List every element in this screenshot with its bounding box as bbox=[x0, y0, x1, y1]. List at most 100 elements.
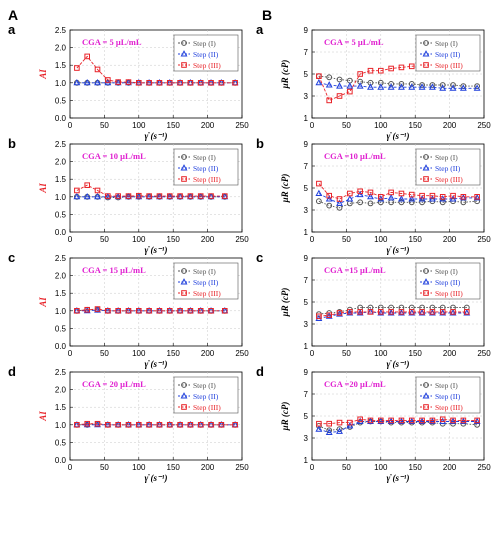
data-point-step-3 bbox=[378, 67, 384, 74]
concentration-annotation: CGA = 10 μL/mL bbox=[82, 151, 146, 161]
data-point-step-3 bbox=[197, 422, 204, 428]
legend: Step (I) Step (II) Step (III) bbox=[415, 34, 481, 72]
x-axis-label: γ̇ (s⁻¹) bbox=[145, 131, 168, 141]
data-point-step-3 bbox=[347, 88, 353, 95]
data-point-step-3 bbox=[105, 77, 111, 83]
data-point-step-3 bbox=[439, 309, 446, 315]
data-point-step-3 bbox=[208, 422, 214, 428]
data-point-step-3 bbox=[156, 193, 163, 199]
data-point-step-2 bbox=[473, 417, 481, 424]
data-point-step-3 bbox=[125, 422, 132, 428]
data-point-step-3 bbox=[105, 193, 111, 199]
series-line-step-3 bbox=[76, 184, 225, 197]
data-point-step-2 bbox=[439, 84, 447, 91]
x-tick-label: 150 bbox=[167, 235, 181, 244]
data-point-step-2 bbox=[94, 78, 101, 86]
data-point-step-1 bbox=[474, 83, 481, 89]
data-point-step-3 bbox=[232, 422, 238, 428]
legend-label-step-1: Step (I) bbox=[435, 267, 458, 276]
data-point-step-3 bbox=[388, 417, 394, 424]
data-point-step-3 bbox=[74, 308, 80, 314]
series-line-step-3 bbox=[318, 183, 478, 200]
data-point-step-3 bbox=[74, 422, 80, 428]
data-point-step-3 bbox=[357, 309, 363, 315]
data-point-step-3 bbox=[460, 417, 467, 424]
data-point-step-3 bbox=[177, 422, 183, 428]
data-point-step-3 bbox=[388, 189, 394, 196]
data-point-step-3 bbox=[218, 80, 225, 86]
legend-label-step-3: Step (III) bbox=[193, 289, 221, 298]
legend-label-step-1: Step (I) bbox=[193, 153, 216, 162]
y-tick-label: 9 bbox=[304, 140, 309, 149]
data-point-step-2 bbox=[459, 417, 467, 424]
legend-label-step-1: Step (I) bbox=[193, 267, 216, 276]
data-point-step-1 bbox=[315, 198, 322, 205]
x-tick-label: 200 bbox=[201, 235, 215, 244]
legend: Step (I) Step (II) Step (III) bbox=[173, 34, 239, 72]
data-point-step-3 bbox=[450, 309, 456, 315]
data-point-step-3 bbox=[316, 73, 322, 80]
legend-marker-step-3 bbox=[423, 176, 429, 182]
y-tick-label: 2.5 bbox=[55, 140, 67, 149]
data-point-step-2 bbox=[325, 312, 333, 319]
data-point-step-3 bbox=[367, 417, 374, 424]
data-point-step-3 bbox=[222, 308, 228, 314]
data-point-step-3 bbox=[357, 71, 363, 77]
data-point-step-3 bbox=[474, 417, 480, 424]
legend-marker-step-2 bbox=[422, 164, 430, 171]
y-tick-label: 9 bbox=[304, 368, 309, 377]
data-point-step-3 bbox=[136, 192, 142, 199]
legend: Step (I) Step (II) Step (III) bbox=[173, 148, 239, 186]
data-point-step-2 bbox=[449, 195, 457, 202]
data-point-step-3 bbox=[177, 308, 183, 314]
x-tick-label: 50 bbox=[342, 121, 351, 130]
legend-label-step-3: Step (III) bbox=[435, 403, 463, 412]
data-point-step-3 bbox=[84, 53, 91, 60]
x-tick-label: 150 bbox=[409, 121, 423, 130]
data-point-step-3 bbox=[408, 191, 415, 198]
x-tick-label: 0 bbox=[68, 463, 73, 472]
series-line-step-3 bbox=[76, 55, 236, 84]
data-point-step-3 bbox=[460, 194, 467, 200]
data-point-step-2 bbox=[336, 199, 343, 206]
y-tick-label: 1.5 bbox=[55, 289, 67, 298]
data-point-step-3 bbox=[326, 97, 332, 104]
data-point-step-3 bbox=[232, 80, 238, 86]
y-tick-label: 5 bbox=[304, 298, 309, 307]
data-point-step-3 bbox=[408, 417, 415, 424]
y-tick-label: 1 bbox=[304, 114, 309, 123]
x-tick-label: 200 bbox=[201, 349, 215, 358]
panel-letter: c bbox=[8, 250, 15, 265]
panel-a-a: 0.0 0.5 1.0 1.5 2.0 2.5 0 50 100 150 200 250 γ̇ (s⁻¹… bbox=[8, 22, 249, 141]
panel-b-b: 1 3 5 7 9 0 50 100 150 200 250 γ̇ (s⁻¹) μR (cP) b CGA … bbox=[256, 136, 491, 255]
x-tick-label: 250 bbox=[235, 235, 249, 244]
data-point-step-3 bbox=[326, 192, 332, 199]
data-point-step-2 bbox=[398, 417, 405, 424]
data-point-step-2 bbox=[73, 78, 81, 86]
data-point-step-3 bbox=[398, 309, 405, 315]
data-point-step-3 bbox=[336, 196, 343, 202]
x-axis-label: γ̇ (s⁻¹) bbox=[145, 473, 168, 483]
data-point-step-3 bbox=[218, 422, 225, 428]
panel-b-a: 1 3 5 7 9 0 50 100 150 200 250 γ̇ (s⁻¹) μR (cP) a CGA … bbox=[256, 22, 491, 141]
legend-marker-step-2 bbox=[422, 50, 430, 57]
data-point-step-3 bbox=[398, 64, 405, 71]
x-tick-label: 200 bbox=[201, 121, 215, 130]
series-line-step-1 bbox=[76, 423, 236, 426]
legend-marker-step-3 bbox=[423, 404, 429, 410]
x-tick-label: 50 bbox=[100, 349, 109, 358]
x-tick-label: 200 bbox=[443, 349, 457, 358]
legend-marker-step-3 bbox=[181, 62, 187, 68]
data-point-step-2 bbox=[315, 78, 323, 86]
data-point-step-2 bbox=[367, 417, 374, 424]
series-line-step-2 bbox=[318, 421, 478, 433]
legend-label-step-2: Step (II) bbox=[193, 392, 219, 401]
data-point-step-2 bbox=[398, 83, 405, 90]
data-point-step-2 bbox=[367, 192, 374, 200]
x-tick-label: 150 bbox=[167, 463, 181, 472]
x-tick-label: 100 bbox=[132, 235, 146, 244]
data-point-step-3 bbox=[208, 308, 214, 314]
panel-b-c: 1 3 5 7 9 0 50 100 150 200 250 γ̇ (s⁻¹) μR (cP) c CGA … bbox=[256, 250, 491, 369]
data-point-step-3 bbox=[197, 193, 204, 199]
